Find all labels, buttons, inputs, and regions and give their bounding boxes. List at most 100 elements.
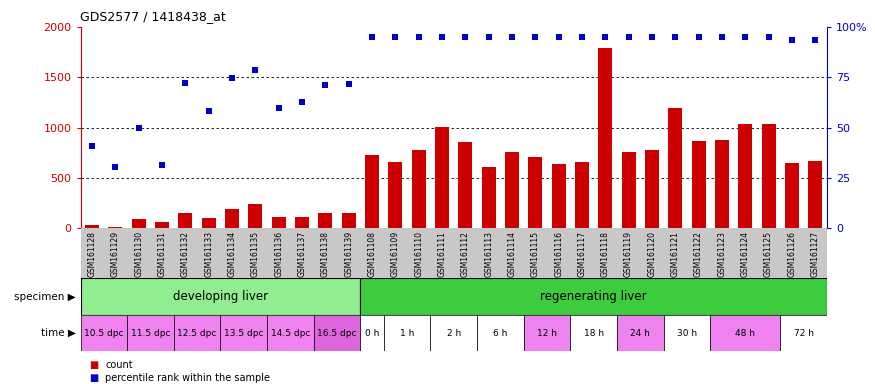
Point: [715, 34, 729, 40]
Text: GSM161119: GSM161119: [624, 231, 634, 277]
Bar: [668, 108, 682, 228]
Point: [108, 164, 123, 170]
Text: GSM161122: GSM161122: [694, 231, 704, 277]
Point: [342, 81, 356, 88]
Bar: [80, 278, 360, 315]
Point: [528, 34, 542, 40]
Text: GSM161111: GSM161111: [438, 231, 446, 277]
Bar: [547, 228, 570, 278]
Bar: [435, 127, 449, 228]
Text: 12.5 dpc: 12.5 dpc: [178, 329, 217, 338]
Bar: [174, 228, 197, 278]
Point: [365, 34, 379, 40]
Text: GSM161128: GSM161128: [88, 231, 96, 277]
Bar: [197, 228, 220, 278]
Text: 72 h: 72 h: [794, 329, 814, 338]
Bar: [691, 141, 705, 228]
Bar: [621, 152, 635, 228]
Point: [178, 80, 192, 86]
Text: specimen ▶: specimen ▶: [15, 291, 76, 302]
Text: GDS2577 / 1418438_at: GDS2577 / 1418438_at: [80, 10, 227, 23]
Text: GSM161118: GSM161118: [601, 231, 610, 277]
Text: GSM161135: GSM161135: [251, 231, 260, 277]
Text: 0 h: 0 h: [365, 329, 379, 338]
Point: [388, 34, 402, 40]
Bar: [505, 152, 519, 228]
Point: [551, 34, 565, 40]
Bar: [808, 161, 822, 228]
Text: percentile rank within the sample: percentile rank within the sample: [105, 373, 270, 383]
Text: 10.5 dpc: 10.5 dpc: [84, 329, 123, 338]
Point: [785, 37, 799, 43]
Text: GSM161134: GSM161134: [228, 231, 236, 277]
Bar: [342, 213, 356, 228]
Point: [132, 124, 146, 131]
Bar: [663, 315, 710, 351]
Bar: [360, 228, 384, 278]
Text: GSM161116: GSM161116: [554, 231, 564, 277]
Bar: [454, 228, 477, 278]
Bar: [687, 228, 710, 278]
Text: GSM161129: GSM161129: [111, 231, 120, 277]
Text: 12 h: 12 h: [537, 329, 557, 338]
Text: GSM161123: GSM161123: [718, 231, 726, 277]
Bar: [617, 315, 663, 351]
Point: [295, 99, 309, 106]
Point: [481, 34, 495, 40]
Bar: [267, 228, 290, 278]
Bar: [780, 315, 827, 351]
Point: [621, 34, 635, 40]
Bar: [388, 162, 402, 228]
Bar: [458, 142, 472, 228]
Bar: [318, 213, 332, 228]
Point: [575, 34, 589, 40]
Text: 13.5 dpc: 13.5 dpc: [224, 329, 263, 338]
Bar: [430, 228, 454, 278]
Bar: [295, 217, 309, 228]
Text: 24 h: 24 h: [630, 329, 650, 338]
Text: GSM161130: GSM161130: [134, 231, 144, 277]
Text: GSM161133: GSM161133: [204, 231, 213, 277]
Bar: [80, 228, 104, 278]
Point: [412, 34, 426, 40]
Text: 14.5 dpc: 14.5 dpc: [270, 329, 310, 338]
Bar: [244, 228, 267, 278]
Bar: [761, 124, 775, 228]
Text: GSM161127: GSM161127: [811, 231, 820, 277]
Bar: [155, 222, 169, 228]
Text: GSM161121: GSM161121: [671, 231, 680, 277]
Bar: [267, 315, 314, 351]
Text: GSM161126: GSM161126: [788, 231, 796, 277]
Bar: [248, 204, 262, 228]
Bar: [477, 228, 500, 278]
Text: count: count: [105, 360, 133, 370]
Bar: [551, 164, 565, 228]
Bar: [412, 150, 426, 228]
Bar: [220, 315, 267, 351]
Text: GSM161108: GSM161108: [368, 231, 376, 277]
Text: 30 h: 30 h: [677, 329, 697, 338]
Bar: [290, 228, 314, 278]
Point: [668, 34, 682, 40]
Point: [435, 34, 449, 40]
Point: [155, 162, 169, 168]
Bar: [225, 209, 239, 228]
Text: GSM161124: GSM161124: [741, 231, 750, 277]
Bar: [104, 228, 127, 278]
Bar: [337, 228, 360, 278]
Text: GSM161138: GSM161138: [321, 231, 330, 277]
Point: [738, 34, 752, 40]
Point: [645, 34, 659, 40]
Bar: [80, 315, 127, 351]
Text: GSM161114: GSM161114: [507, 231, 516, 277]
Bar: [108, 227, 123, 228]
Text: 2 h: 2 h: [446, 329, 461, 338]
Bar: [570, 315, 617, 351]
Bar: [710, 228, 733, 278]
Text: GSM161117: GSM161117: [578, 231, 586, 277]
Bar: [360, 315, 384, 351]
Bar: [528, 157, 542, 228]
Text: GSM161125: GSM161125: [764, 231, 774, 277]
Text: GSM161132: GSM161132: [181, 231, 190, 277]
Text: time ▶: time ▶: [41, 328, 76, 338]
